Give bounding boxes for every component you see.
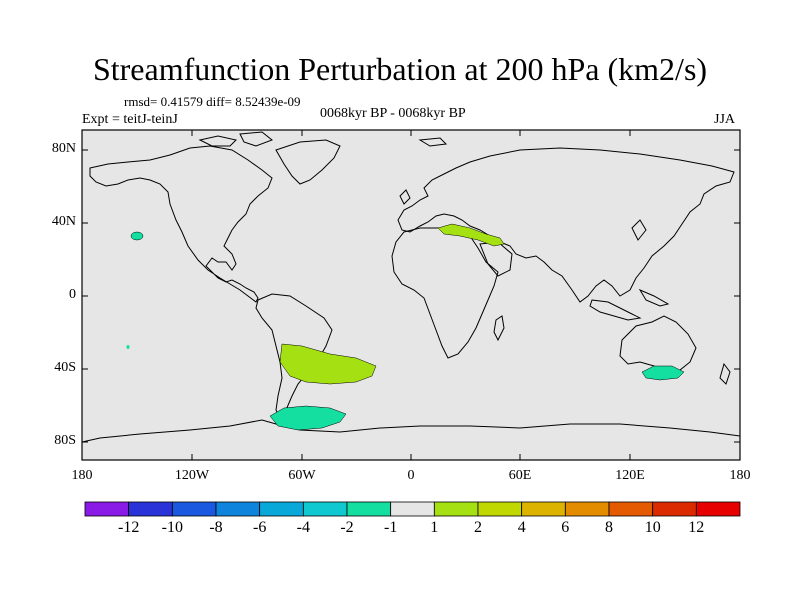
colorbar-label: -6 bbox=[253, 519, 267, 536]
colorbar-label: -10 bbox=[161, 519, 183, 536]
colorbar-swatch bbox=[215, 501, 261, 517]
coast-arctic-islands bbox=[198, 131, 448, 147]
coast-new-zealand bbox=[719, 362, 731, 385]
stats-text: rmsd= 0.41579 diff= 8.52439e-09 bbox=[124, 94, 301, 109]
colorbar-swatch bbox=[608, 501, 654, 517]
lat-label-0: 0 bbox=[69, 287, 76, 302]
lat-ticks bbox=[82, 149, 740, 443]
lat-label-80s: 80S bbox=[54, 433, 76, 448]
contour-negative-drake-passage bbox=[269, 405, 347, 431]
coast-greenland bbox=[275, 139, 341, 185]
colorbar-label: 6 bbox=[561, 519, 570, 536]
colorbar-swatch bbox=[171, 501, 217, 517]
lon-label-180w: 180 bbox=[71, 468, 93, 483]
season-label: JJA bbox=[714, 112, 736, 127]
colorbar-swatch bbox=[477, 501, 523, 517]
lon-label-180e: 180 bbox=[729, 468, 751, 483]
coastlines bbox=[81, 131, 741, 443]
contour-negative-pacific bbox=[130, 231, 144, 241]
coast-south-america bbox=[255, 293, 333, 419]
lon-label-120e: 120E bbox=[615, 468, 645, 483]
lat-label-40s: 40S bbox=[54, 360, 76, 375]
colorbar-swatch bbox=[259, 501, 304, 517]
period-label: 0068kyr BP - 0068kyr BP bbox=[320, 106, 466, 121]
coast-north-america bbox=[89, 145, 273, 303]
coast-antarctica bbox=[81, 419, 741, 443]
colorbar-label: 1 bbox=[430, 519, 439, 536]
coast-australia bbox=[619, 315, 697, 375]
colorbar-label: -8 bbox=[209, 519, 223, 536]
lon-label-120w: 120W bbox=[174, 468, 210, 483]
coast-madagascar bbox=[493, 315, 505, 342]
map-background bbox=[81, 129, 741, 461]
colorbar-swatch bbox=[433, 501, 479, 517]
experiment-label: Expt = teitJ-teinJ bbox=[82, 112, 178, 127]
colorbar-swatch bbox=[346, 501, 392, 517]
colorbar-swatch bbox=[128, 501, 173, 517]
colorbar-label: 10 bbox=[644, 519, 661, 536]
colorbar-label: 8 bbox=[605, 519, 613, 536]
map-title: Streamfunction Perturbation at 200 hPa (… bbox=[92, 51, 708, 87]
colorbar-swatch bbox=[84, 501, 130, 517]
colorbar-swatch bbox=[695, 501, 741, 517]
colorbar-label: 12 bbox=[688, 519, 705, 536]
contour-positive-mediterranean bbox=[437, 223, 505, 247]
coast-islands bbox=[399, 189, 670, 321]
lon-label-60w: 60W bbox=[288, 468, 316, 483]
colorbar-swatch bbox=[652, 501, 697, 517]
colorbar-label: -2 bbox=[340, 519, 354, 536]
contour-positive-south-america bbox=[279, 343, 377, 385]
lon-ticks bbox=[191, 130, 631, 460]
colorbar-swatch bbox=[390, 501, 435, 517]
colorbar-label: -12 bbox=[118, 519, 140, 536]
lon-label-0: 0 bbox=[407, 468, 415, 483]
contour-negative-australia bbox=[641, 365, 685, 381]
lat-label-40n: 40N bbox=[51, 214, 76, 229]
colorbar-label: -1 bbox=[384, 519, 398, 536]
colorbar-swatch bbox=[564, 501, 610, 517]
colorbar-label: 4 bbox=[517, 519, 526, 536]
colorbar-swatch bbox=[521, 501, 566, 517]
coast-eurasia bbox=[397, 147, 735, 303]
colorbar-label: 2 bbox=[474, 519, 482, 536]
colorbar bbox=[84, 501, 741, 517]
colorbar-label: -4 bbox=[296, 519, 310, 536]
perturbation-contours bbox=[126, 223, 685, 431]
colorbar-swatch bbox=[302, 501, 348, 517]
lat-label-80n: 80N bbox=[51, 141, 76, 156]
lon-label-60e: 60E bbox=[508, 468, 532, 483]
contour-negative-pacific-south bbox=[126, 345, 130, 349]
